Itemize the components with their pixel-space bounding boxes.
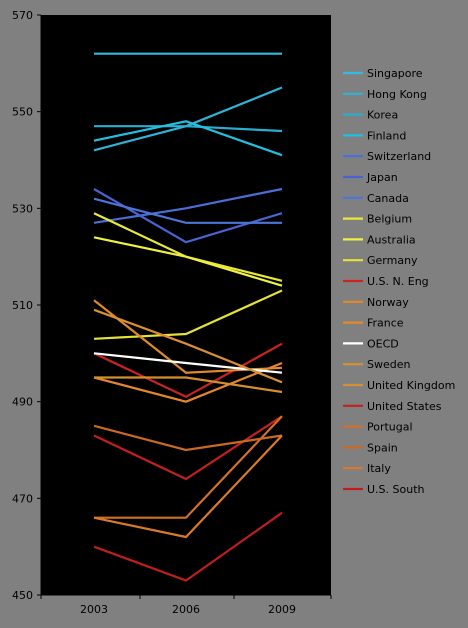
legend-item: France — [343, 317, 404, 330]
series-line — [93, 308, 283, 384]
legend-item: OECD — [343, 337, 399, 350]
legend-label: Korea — [367, 109, 398, 122]
legend-label: Japan — [366, 171, 398, 184]
legend-item: U.S. N. Eng — [343, 275, 429, 288]
x-axis-ticks: 2003 2006 2009 — [40, 595, 332, 616]
legend-label: Italy — [367, 462, 391, 475]
y-tick-label: 490 — [12, 396, 33, 409]
legend-item: Italy — [343, 462, 391, 475]
legend-label: Singapore — [367, 67, 423, 80]
legend-label: Norway — [367, 296, 409, 309]
legend-item: United States — [343, 400, 442, 413]
x-tick-label: 2003 — [80, 603, 108, 616]
series-line — [93, 361, 283, 403]
legend-item: Spain — [343, 441, 398, 454]
x-tick-label: 2009 — [268, 603, 296, 616]
x-tick-label: 2006 — [172, 603, 200, 616]
legend-item: Sweden — [343, 358, 410, 371]
legend-item: Japan — [343, 171, 398, 184]
legend: Singapore Hong Kong Korea Finland Switzerlan… — [343, 67, 455, 496]
legend-label: Portugal — [367, 421, 413, 434]
series-line — [93, 236, 283, 287]
series-line — [93, 120, 283, 157]
series-line — [94, 376, 283, 394]
y-tick-label: 510 — [12, 299, 33, 312]
legend-label: U.S. South — [367, 483, 425, 496]
series-line — [94, 415, 283, 519]
series-line — [94, 125, 283, 133]
legend-item: Australia — [343, 233, 416, 246]
legend-item: Portugal — [343, 421, 413, 434]
legend-item: Finland — [343, 129, 406, 142]
series-line — [93, 511, 283, 582]
legend-label: Finland — [367, 129, 406, 142]
legend-item: U.S. South — [343, 483, 425, 496]
legend-label: Switzerland — [367, 150, 431, 163]
y-tick-label: 570 — [12, 9, 33, 22]
series-line — [93, 342, 283, 399]
y-tick-label: 470 — [12, 492, 33, 505]
legend-item: United Kingdom — [343, 379, 455, 392]
legend-label: Australia — [367, 233, 416, 246]
legend-item: Belgium — [343, 213, 412, 226]
series-line — [93, 187, 283, 224]
y-tick-label: 450 — [12, 589, 33, 602]
legend-label: Germany — [367, 254, 418, 267]
legend-label: United States — [367, 400, 442, 413]
legend-label: United Kingdom — [367, 379, 455, 392]
legend-item: Switzerland — [343, 150, 431, 163]
legend-item: Singapore — [343, 67, 423, 80]
y-axis-ticks: 450 470 490 510 530 550 570 — [12, 9, 41, 602]
legend-label: Canada — [367, 192, 409, 205]
legend-label: Belgium — [367, 213, 412, 226]
legend-item: Norway — [343, 296, 409, 309]
y-tick-label: 550 — [12, 106, 33, 119]
series-line — [93, 415, 283, 481]
plot-area — [41, 15, 331, 595]
legend-label: France — [367, 317, 404, 330]
legend-label: U.S. N. Eng — [367, 275, 429, 288]
legend-label: OECD — [367, 337, 399, 350]
series-line — [93, 289, 283, 340]
legend-item: Canada — [343, 192, 409, 205]
series-line — [93, 434, 283, 539]
legend-item: Korea — [343, 109, 398, 122]
series-line — [93, 197, 282, 224]
series-line — [93, 424, 283, 452]
legend-item: Hong Kong — [343, 88, 427, 101]
legend-item: Germany — [343, 254, 418, 267]
series-lines — [93, 52, 283, 582]
y-tick-label: 530 — [12, 202, 33, 215]
legend-label: Sweden — [367, 358, 410, 371]
legend-label: Spain — [367, 441, 398, 454]
legend-label: Hong Kong — [367, 88, 427, 101]
